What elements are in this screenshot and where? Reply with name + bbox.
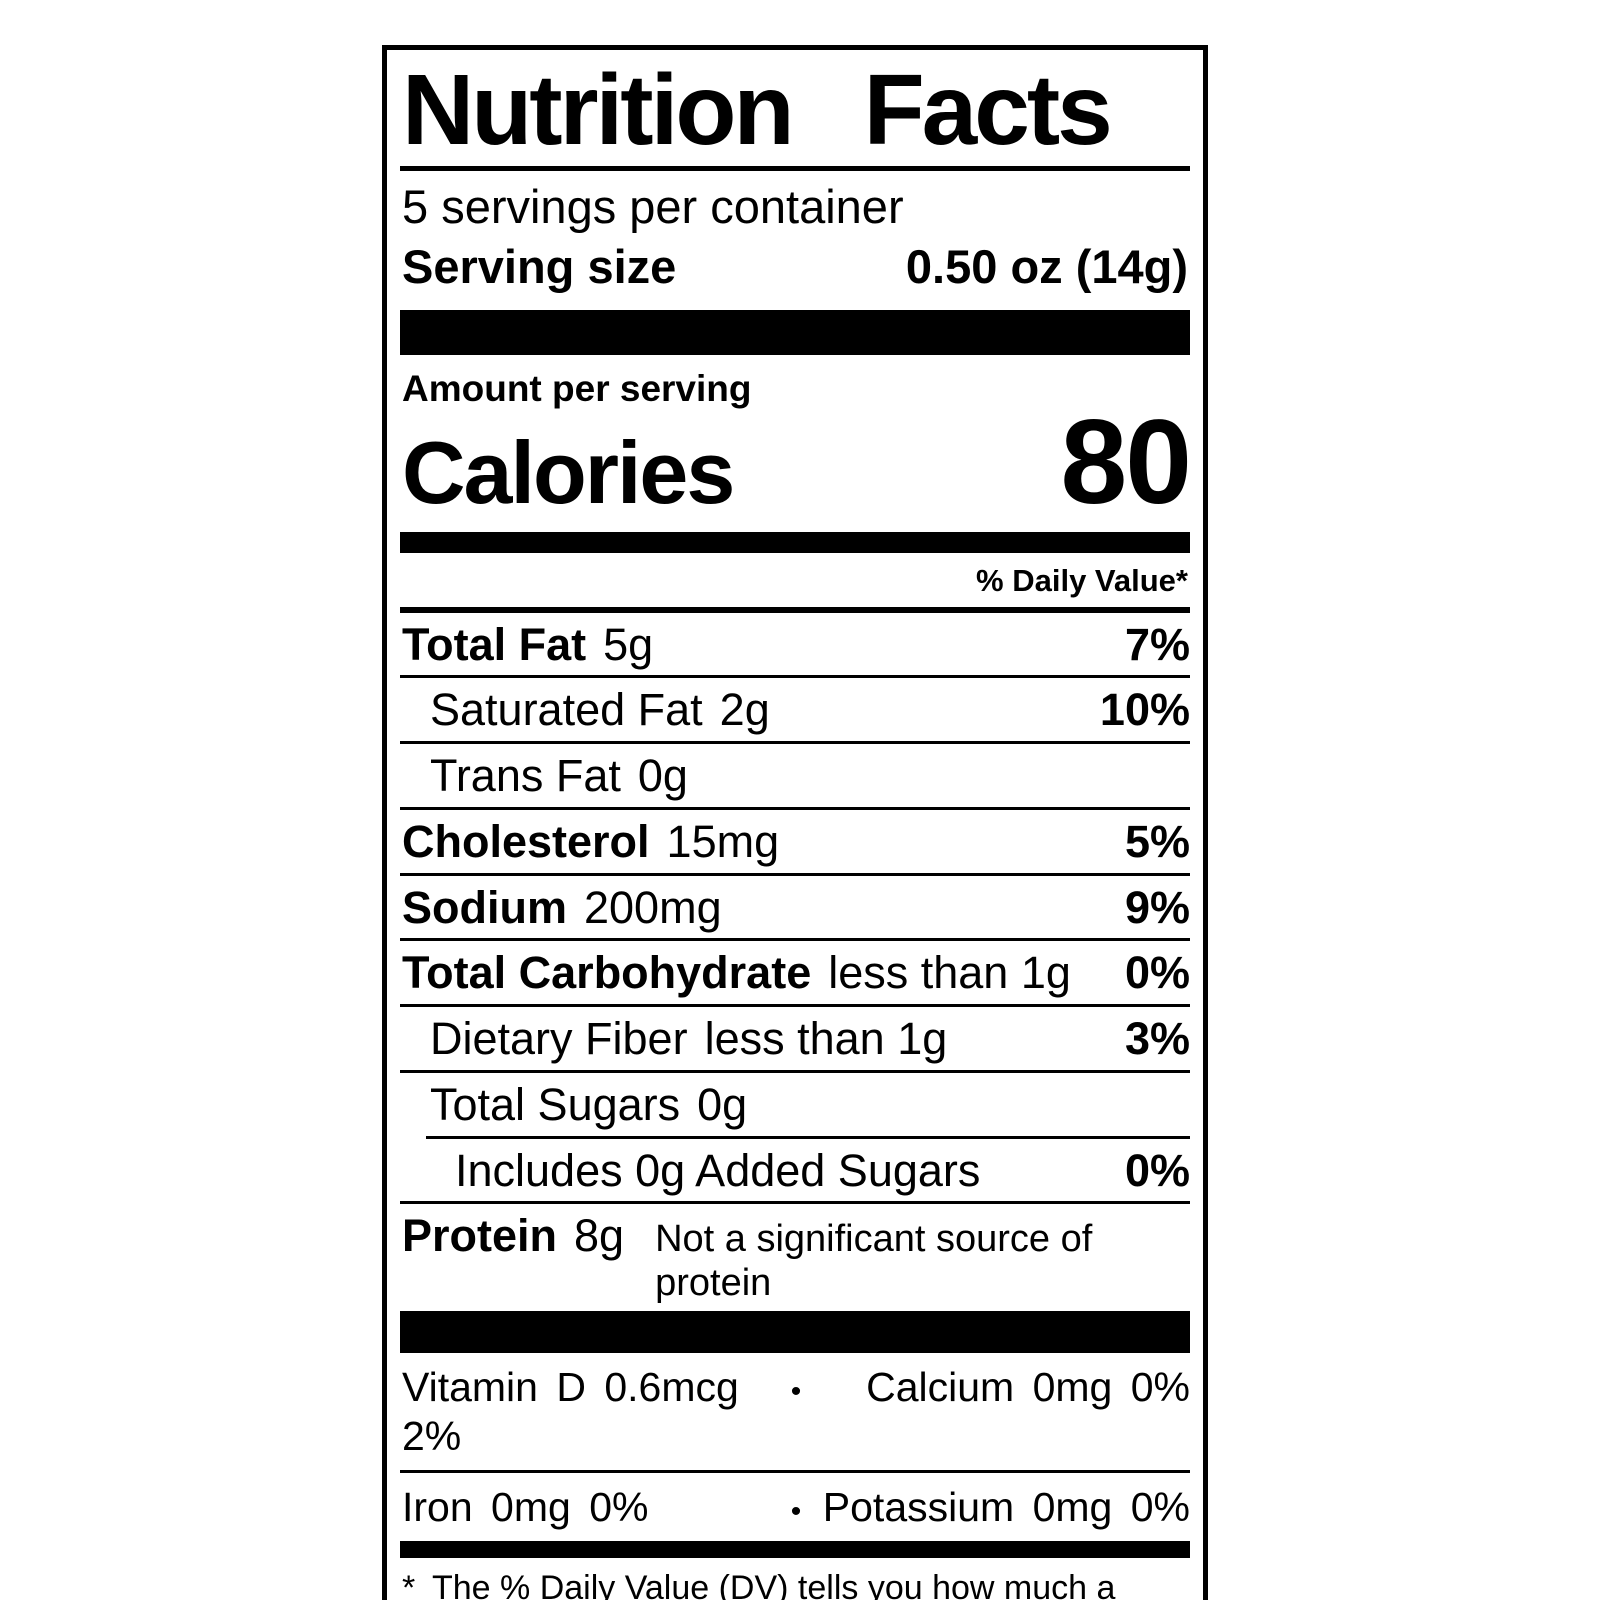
nutrient-row-saturated-fat: Saturated Fat 2g 10%: [400, 675, 1190, 741]
divider-bar-footnote: [400, 1541, 1190, 1559]
nutrient-amount: less than 1g: [828, 947, 1071, 999]
nutrient-row-sodium: Sodium 200mg 9%: [400, 872, 1190, 939]
calories-row: Calories 80: [400, 395, 1192, 530]
calcium-value: Calcium 0mg 0%: [866, 1363, 1190, 1410]
nutrient-amount: 0g: [697, 1078, 748, 1130]
nutrient-name: Total Sugars: [430, 1078, 681, 1130]
serving-size-label: Serving size: [402, 240, 677, 294]
nutrient-name: Protein: [402, 1210, 558, 1262]
nutrient-row-total-sugars: Total Sugars 0g: [400, 1069, 1190, 1136]
divider-bar-protein: [400, 1310, 1190, 1353]
nutrient-amount: 8g: [574, 1210, 625, 1262]
footnote-asterisk: *: [402, 1569, 416, 1600]
nutrient-amount: less than 1g: [704, 1013, 948, 1065]
amount-per-serving-label: Amount per serving: [402, 367, 752, 409]
label-title: Nutrition Facts: [400, 58, 1190, 171]
nutrient-amount: 0g: [637, 750, 688, 802]
title-word-facts: Facts: [863, 54, 1113, 166]
micronutrient-row-1: Vitamin D 0.6mcg 2% • Calcium 0mg 0%: [400, 1353, 1190, 1470]
nutrient-name: Dietary Fiber: [430, 1013, 688, 1065]
calories-label: Calories: [402, 423, 735, 523]
nutrient-name: Total Fat: [402, 618, 587, 670]
daily-value-header: % Daily Value*: [400, 553, 1190, 613]
nutrient-amount: 200mg: [584, 881, 722, 933]
servings-per-container: 5 servings per container: [402, 180, 904, 233]
serving-size-value: 0.50 oz (14g): [905, 240, 1188, 294]
nutrient-row-total-carbohydrate: Total Carbohydrate less than 1g 0%: [400, 938, 1190, 1004]
calories-value: 80: [1060, 395, 1192, 530]
nutrient-row-cholesterol: Cholesterol 15mg 5%: [400, 806, 1190, 873]
divider-bar-calories: [400, 531, 1190, 553]
footnote-text: The % Daily Value (DV) tells you how muc…: [432, 1568, 1190, 1600]
nutrient-name: Includes 0g Added Sugars: [455, 1144, 981, 1196]
nutrient-name: Sodium: [402, 881, 567, 933]
nutrient-amount: 15mg: [666, 815, 780, 867]
potassium-value: Potassium 0mg 0%: [822, 1484, 1190, 1531]
nutrient-amount: 5g: [603, 618, 654, 670]
bullet-separator: •: [790, 1495, 802, 1529]
nutrient-dv: 10%: [1099, 684, 1190, 736]
nutrient-dv: 7%: [1124, 618, 1190, 670]
nutrient-dv: 0%: [1124, 947, 1190, 999]
nutrient-name: Total Carbohydrate: [402, 947, 812, 999]
footnote-line-1: The % Daily Value (DV) tells you how muc…: [432, 1569, 1116, 1600]
nutrient-amount: 2g: [719, 684, 770, 736]
nutrient-dv: 9%: [1124, 881, 1190, 933]
divider-bar-thick: [400, 309, 1190, 355]
nutrient-row-total-fat: Total Fat 5g 7%: [400, 613, 1190, 676]
nutrient-row-dietary-fiber: Dietary Fiber less than 1g 3%: [400, 1004, 1190, 1070]
nutrient-dv: 0%: [1124, 1144, 1190, 1196]
nutrient-name: Trans Fat: [430, 750, 621, 802]
title-word-nutrition: Nutrition: [402, 54, 795, 166]
bullet-separator: •: [790, 1374, 802, 1408]
nutrient-dv: 5%: [1124, 815, 1190, 867]
nutrient-row-trans-fat: Trans Fat 0g: [400, 741, 1190, 807]
serving-size-row: Serving size 0.50 oz (14g): [400, 235, 1190, 309]
iron-value: Iron 0mg 0%: [402, 1484, 649, 1531]
nutrition-facts-label: Nutrition Facts 5 servings per container…: [382, 45, 1208, 1600]
nutrient-name: Cholesterol: [402, 815, 650, 867]
nutrient-name: Saturated Fat: [430, 684, 703, 736]
nutrient-dv: 3%: [1124, 1013, 1190, 1065]
nutrient-row-protein: Protein 8g Not a significant source of p…: [400, 1201, 1190, 1310]
vitamin-d-value: Vitamin D 0.6mcg 2%: [402, 1363, 739, 1459]
nutrient-row-added-sugars: Includes 0g Added Sugars 0%: [426, 1135, 1190, 1202]
daily-value-footnote: * The % Daily Value (DV) tells you how m…: [400, 1558, 1190, 1600]
protein-note: Not a significant source of protein: [655, 1218, 1093, 1305]
micronutrient-row-2: Iron 0mg 0% • Potassium 0mg 0%: [400, 1470, 1190, 1541]
